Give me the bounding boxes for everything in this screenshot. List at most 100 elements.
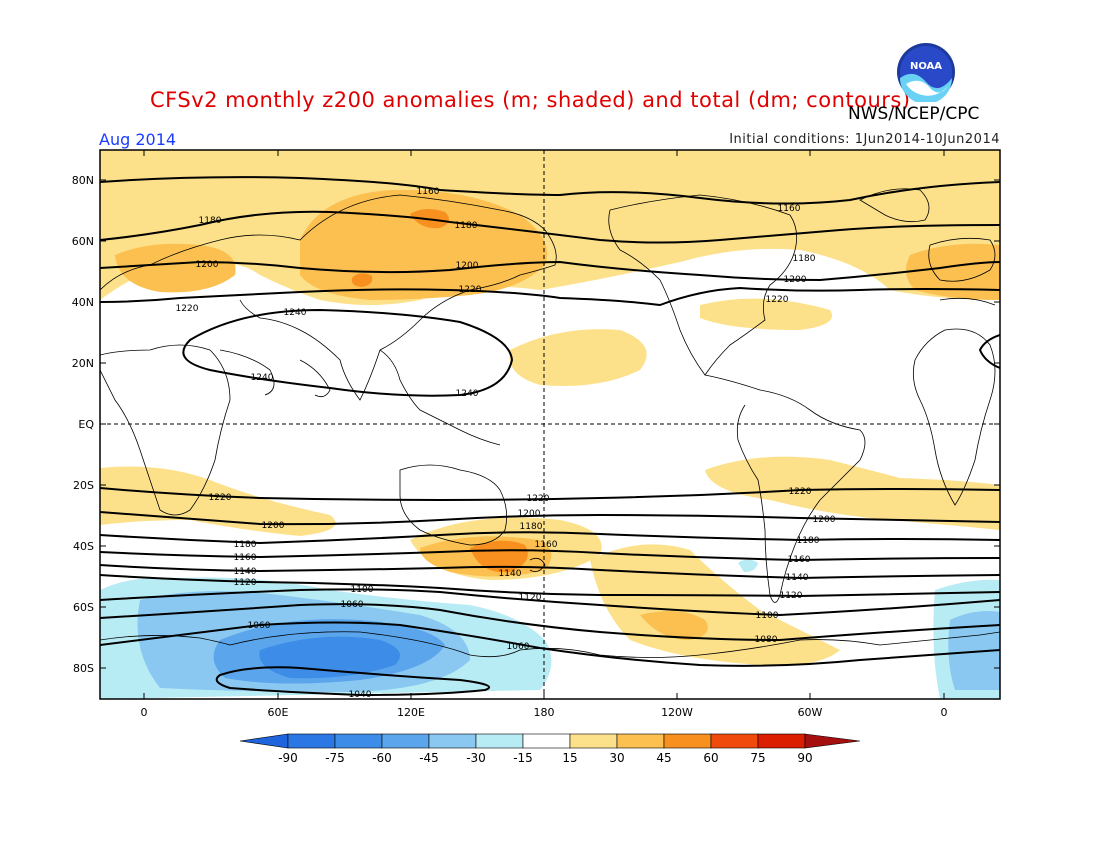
- contour-label: 1200: [196, 260, 219, 270]
- lon-label: 120E: [397, 706, 425, 719]
- contour-1100-sh: [100, 588, 1000, 617]
- contour-1120-sh: [100, 574, 1000, 598]
- colorbar-label: -90: [278, 751, 298, 765]
- colorbar-label: 30: [609, 751, 624, 765]
- colorbar-box: [710, 733, 759, 749]
- contour-1160-sh: [100, 549, 1000, 562]
- contour-label: 1060: [507, 642, 530, 652]
- contour-1140-sh: [100, 564, 1000, 580]
- shade-au-60: [470, 540, 528, 573]
- contour-label: 1120: [780, 591, 803, 601]
- contour-1060-sh: [100, 621, 1000, 667]
- contour-label: 1180: [455, 221, 478, 231]
- colorbar-box: [428, 733, 477, 749]
- contour-label: 1240: [251, 373, 274, 383]
- reference-lines: [100, 150, 1000, 699]
- contour-label: 1200: [784, 275, 807, 285]
- lat-label: 40S: [73, 540, 94, 553]
- contour-label: 1220: [176, 304, 199, 314]
- contour-1080-sh: [100, 603, 1000, 642]
- contour-label: 1060: [248, 621, 271, 631]
- contour-label: 1220: [459, 285, 482, 295]
- contours: [100, 176, 1000, 697]
- contour-1160-nh: [100, 176, 1000, 205]
- chart-title: CFSv2 monthly z200 anomalies (m; shaded)…: [150, 88, 911, 112]
- contour-label-group: 1160 1180 1180 1200 1200 1220 1220 1240 …: [176, 187, 836, 700]
- colorbar-label: -45: [419, 751, 439, 765]
- agency-label: NWS/NCEP/CPC: [848, 104, 980, 124]
- contour-1180-nh: [100, 210, 1000, 244]
- shade-sh-pacific-45: [640, 611, 708, 640]
- lat-label: 80S: [73, 662, 94, 675]
- contour-label: 1200: [813, 515, 836, 525]
- shade-asia-45b: [351, 273, 373, 287]
- contour-label: 1180: [793, 254, 816, 264]
- colorbar-box: [334, 733, 383, 749]
- tick-marks: [100, 150, 1000, 699]
- lat-label: 20N: [72, 357, 94, 370]
- contour-1180-sh: [100, 531, 1000, 545]
- colorbar-arrow-right: [804, 733, 861, 749]
- colorbar-box: [381, 733, 430, 749]
- lat-label: 60N: [72, 235, 94, 248]
- contour-label: 1120: [519, 593, 542, 603]
- contour-1240-east: [978, 334, 1000, 369]
- contour-label: 1180: [520, 522, 543, 532]
- initial-conditions-label: Initial conditions: 1Jun2014-10Jun2014: [729, 132, 1000, 147]
- colorbar-label: 90: [797, 751, 812, 765]
- noaa-logo-icon: NOAA: [897, 43, 955, 102]
- lon-label: 0: [141, 706, 148, 719]
- lon-label: 60W: [798, 706, 823, 719]
- shade-europe-30: [115, 243, 236, 293]
- coastlines: [100, 188, 1000, 658]
- lon-label: 120W: [661, 706, 693, 719]
- contour-label: 1180: [199, 216, 222, 226]
- colorbar-box: [616, 733, 665, 749]
- contour-1040-sh: [215, 666, 491, 697]
- contour-label: 1200: [518, 509, 541, 519]
- colorbar-box: [287, 733, 336, 749]
- lon-labels: 0 60E 120E 180 120W 60W 0: [141, 706, 948, 719]
- shade-nh-band-2: [700, 298, 832, 330]
- colorbar: -90 -75 -60 -45 -30 -15 15 30 45 60 75 9…: [239, 733, 861, 765]
- colorbar-box: [757, 733, 806, 749]
- shade-pacific-ne: [509, 329, 647, 386]
- shade-neg-small: [738, 559, 758, 572]
- contour-label: 1240: [456, 389, 479, 399]
- contour-label: 1200: [456, 261, 479, 271]
- contour-label: 1140: [499, 569, 522, 579]
- contour-label: 1120: [234, 578, 257, 588]
- lat-label: 40N: [72, 296, 94, 309]
- logo-text: NOAA: [910, 61, 942, 72]
- contour-label: 1140: [786, 573, 809, 583]
- lon-label: 180: [534, 706, 555, 719]
- contour-1200-sh: [100, 511, 1000, 526]
- shade-sh-band-west: [100, 466, 336, 536]
- contour-label: 1100: [351, 585, 374, 595]
- contour-1220-sh: [100, 487, 1000, 502]
- colorbar-label: -75: [325, 751, 345, 765]
- contour-label: 1160: [234, 553, 257, 563]
- contour-label: 1160: [535, 540, 558, 550]
- lat-label: 20S: [73, 479, 94, 492]
- contour-1220-nh: [100, 286, 1000, 307]
- lon-label: 60E: [268, 706, 289, 719]
- contour-label: 1220: [209, 493, 232, 503]
- colorbar-arrow-left: [239, 733, 289, 749]
- colorbar-label: -60: [372, 751, 392, 765]
- valid-month-label: Aug 2014: [99, 130, 177, 149]
- colorbar-label: -15: [513, 751, 533, 765]
- colorbar-box: [569, 733, 618, 749]
- contour-label: 1160: [417, 187, 440, 197]
- colorbar-label: 60: [703, 751, 718, 765]
- contour-label: 1100: [756, 611, 779, 621]
- shade-neg-east-30: [948, 611, 1000, 690]
- contour-1200-nh: [100, 260, 1000, 282]
- contour-label: 1060: [341, 600, 364, 610]
- contour-label: 1080: [755, 635, 778, 645]
- contour-label: 1140: [234, 567, 257, 577]
- contour-label: 1160: [778, 204, 801, 214]
- contour-label: 1220: [789, 487, 812, 497]
- lat-label: 60S: [73, 601, 94, 614]
